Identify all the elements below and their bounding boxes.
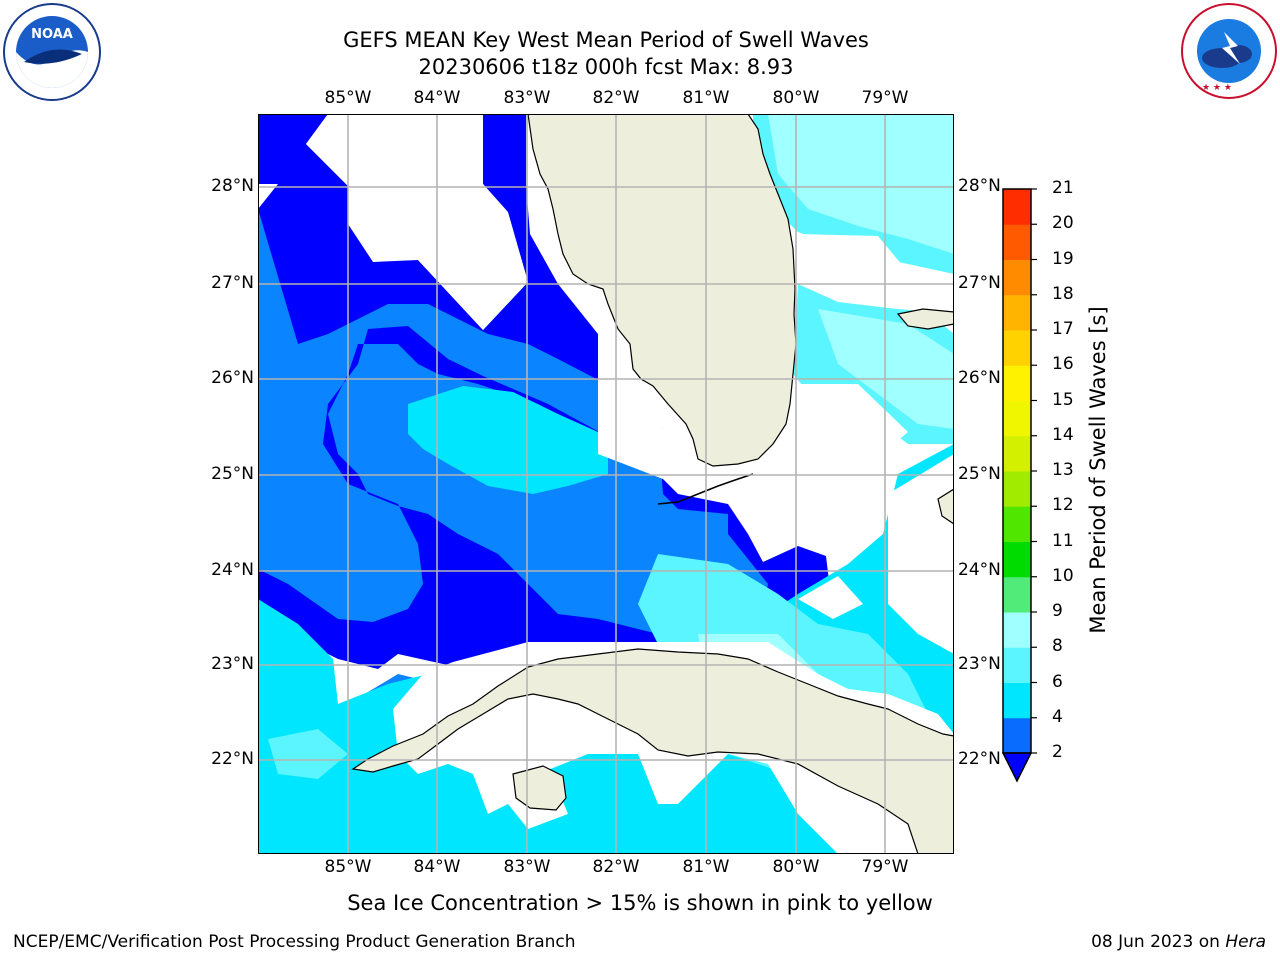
masked-area-nw [258,184,278,209]
lat-label-right: 27°N [958,273,1001,293]
colorbar-tick-label: 17 [1052,319,1074,339]
swell-period-map [258,114,954,854]
lon-label-top: 82°W [592,88,640,108]
lon-label-top: 80°W [772,88,820,108]
sea-ice-caption: Sea Ice Concentration > 15% is shown in … [347,891,933,915]
colorbar-segment [1003,541,1031,578]
colorbar-tick-label: 15 [1052,389,1074,410]
colorbar-segment [1003,224,1031,260]
lat-label-right: 22°N [958,749,1001,769]
lat-label-right: 26°N [958,368,1001,388]
map-subtitle: 20230606 t18z 000h fcst Max: 8.93 [418,55,794,79]
lon-label-bottom: 80°W [772,857,820,877]
colorbar-tick-label: 19 [1052,248,1074,269]
lat-label-left: 27°N [211,273,254,293]
land-andros [937,488,954,525]
lat-label-right: 25°N [958,464,1001,484]
lat-label-right: 24°N [958,560,1001,580]
lat-label-right: 28°N [958,176,1001,196]
colorbar-segment [1003,647,1031,683]
lat-label-left: 25°N [211,464,254,484]
colorbar-segment [1003,471,1031,507]
colorbar-tick-label: 14 [1052,424,1074,445]
lon-label-top: 81°W [682,88,730,108]
masked-area-naples [598,334,663,479]
colorbar-tick-label: 12 [1052,495,1074,516]
lon-label-top: 79°W [861,88,909,108]
colorbar-tick-label: 18 [1052,283,1074,304]
lon-label-top: 83°W [503,88,551,108]
colorbar-segment [1003,576,1031,613]
colorbar-segment [1003,682,1031,719]
masked-area-cayo [798,576,863,619]
colorbar-segment [1003,294,1031,331]
colorbar-tick-label: 16 [1052,354,1074,375]
svg-text:★ ★ ★: ★ ★ ★ [1202,83,1232,93]
lon-label-top: 84°W [413,88,461,108]
masked-area-east [798,234,954,314]
graticule [258,114,954,854]
nws-logo-icon: ★ ★ ★ [1181,3,1277,99]
footer-host: Hera [1225,932,1266,952]
colorbar-segment [1003,612,1031,648]
colorbar-tick-label: 21 [1052,178,1074,198]
lon-label-bottom: 83°W [503,857,551,877]
lat-label-left: 26°N [211,368,254,388]
colorbar-tick-label: 9 [1052,601,1063,621]
colorbar-segment [1003,330,1031,366]
colorbar [1001,188,1037,783]
footer-date-text: 08 Jun 2023 on [1091,932,1226,952]
colorbar-segment [1003,506,1031,542]
masked-area-sw [843,814,898,854]
lat-label-left: 28°N [211,176,254,196]
footer-date: 08 Jun 2023 on Hera [1091,932,1266,952]
colorbar-segment [1003,259,1031,296]
period-band-8-9-bahamas [818,309,954,429]
lon-label-bottom: 85°W [324,857,372,877]
colorbar-segment [1003,189,1031,225]
lon-label-top: 85°W [324,88,372,108]
colorbar-tick-label: 10 [1052,565,1074,586]
lon-label-bottom: 84°W [413,857,461,877]
keys [657,473,754,505]
colorbar-tick-label: 8 [1052,636,1063,657]
period-band-6-8-southwest [268,729,348,779]
lat-label-left: 22°N [211,749,254,769]
lon-label-bottom: 79°W [861,857,909,877]
masked-area-east3 [888,454,954,654]
colorbar-tick-label: 13 [1052,460,1074,480]
land-bahamas [896,308,954,330]
lat-label-left: 24°N [211,560,254,580]
colorbar-under-arrow [1001,752,1033,783]
noaa-logo-text: NOAA [31,27,73,42]
masked-area-west [306,114,528,330]
lon-label-bottom: 81°W [682,857,730,877]
colorbar-tick-label: 2 [1052,742,1063,762]
colorbar-tick-label: 11 [1052,530,1074,551]
colorbar-segment [1003,400,1031,437]
lat-label-right: 23°N [958,654,1001,674]
lat-label-left: 23°N [211,654,254,674]
footer-branch: NCEP/EMC/Verification Post Processing Pr… [13,932,576,952]
lon-label-bottom: 82°W [592,857,640,877]
masked-area-east2 [753,384,908,544]
period-band-4-6-central [408,386,608,494]
period-band-8-9-atlantic [768,114,954,254]
land-cuba [351,648,954,854]
colorbar-segment [1003,717,1031,754]
colorbar-tick-label: 6 [1052,671,1063,692]
colorbar-segment [1003,365,1031,401]
colorbar-tick-label: 20 [1052,213,1074,234]
noaa-logo-icon: NOAA [3,3,101,101]
land-florida [527,114,797,467]
colorbar-tick-label: 4 [1052,706,1063,727]
map-title: GEFS MEAN Key West Mean Period of Swell … [343,28,869,52]
colorbar-segment [1003,435,1031,472]
colorbar-title: Mean Period of Swell Waves [s] [1086,306,1110,634]
